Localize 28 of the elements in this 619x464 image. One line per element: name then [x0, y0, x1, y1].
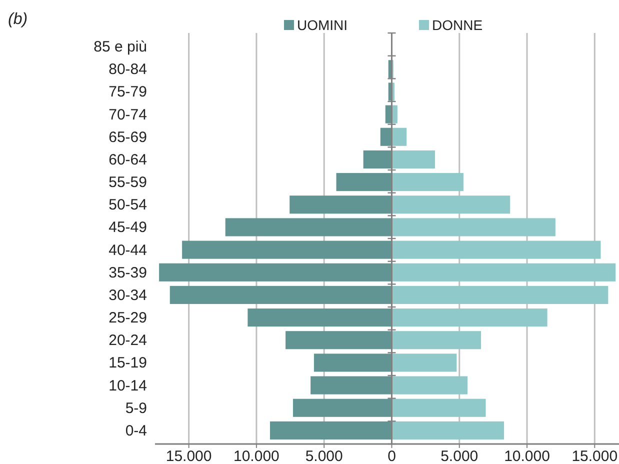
y-tick-label: 5-9 [125, 400, 147, 417]
x-tick-label: 0 [388, 448, 396, 464]
x-tick-label: 5.000 [440, 448, 478, 464]
y-tick-label: 0-4 [125, 422, 147, 440]
x-tick-label: 15.000 [572, 448, 618, 464]
x-tick-label: 15.000 [166, 448, 212, 464]
y-tick-label: 45-49 [108, 219, 147, 236]
y-tick-label: 75-79 [108, 84, 147, 101]
y-tick-label: 35-39 [108, 264, 147, 282]
y-tick-label: 20-24 [108, 332, 147, 350]
y-tick-label: 60-64 [108, 151, 147, 168]
y-tick-label: 50-54 [108, 196, 147, 214]
y-tick-label: 10-14 [108, 377, 147, 394]
y-tick-label: 55-59 [108, 174, 147, 192]
legend-label: UOMINI [297, 17, 348, 33]
y-tick-label: 85 e più [94, 38, 147, 56]
y-tick-label: 15-19 [108, 354, 147, 372]
y-tick-label: 80-84 [108, 61, 147, 78]
y-tick-label: 40-44 [108, 242, 147, 259]
x-tick-label: 5.000 [305, 448, 343, 464]
y-tick-label: 30-34 [108, 286, 147, 304]
y-tick-label: 65-69 [108, 128, 147, 146]
legend-label: DONNE [432, 17, 483, 33]
y-tick-label: 25-29 [108, 310, 147, 327]
x-tick-label: 10.000 [504, 448, 550, 464]
text: (b) [8, 11, 28, 28]
x-tick-label: 10.000 [234, 448, 280, 464]
y-tick-label: 70-74 [108, 106, 147, 124]
